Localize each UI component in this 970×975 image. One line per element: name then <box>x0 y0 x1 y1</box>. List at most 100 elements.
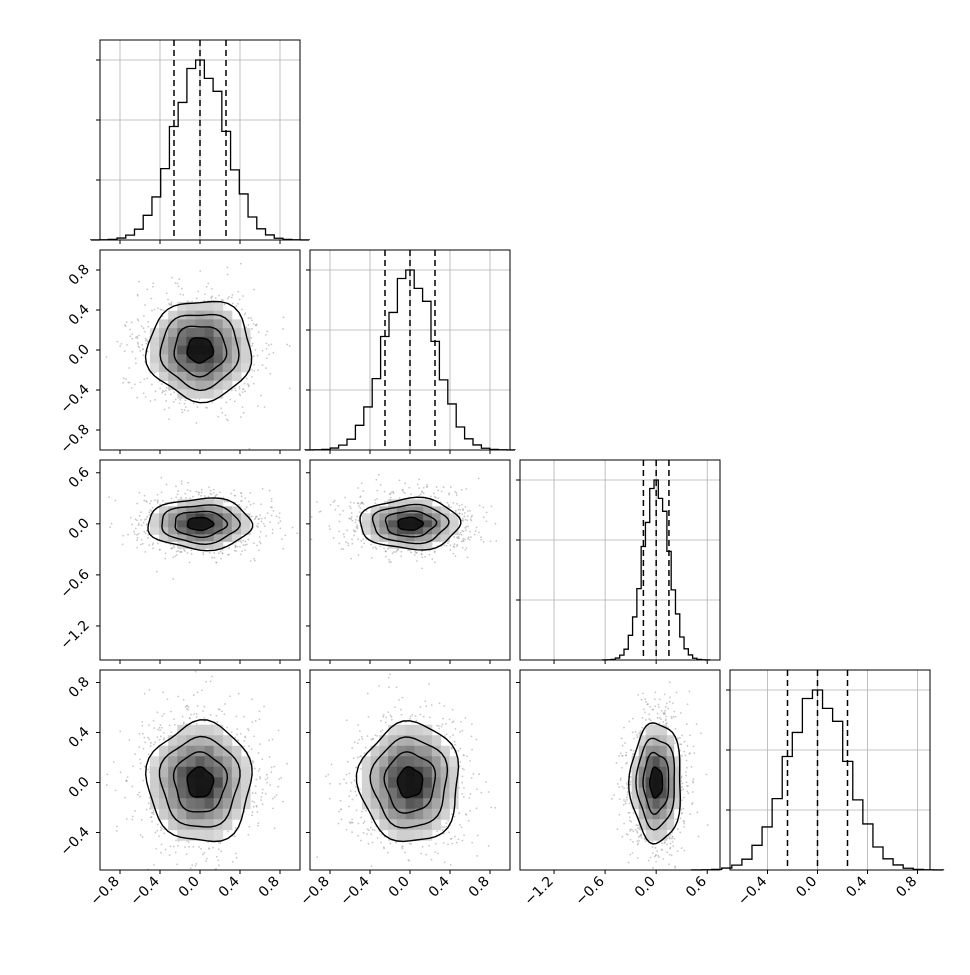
scatter-point <box>233 400 236 403</box>
scatter-point <box>244 390 246 393</box>
scatter-point <box>636 827 639 830</box>
scatter-point <box>618 786 620 788</box>
scatter-point <box>401 696 404 699</box>
scatter-point <box>273 827 276 830</box>
scatter-point <box>632 812 635 814</box>
density-cell <box>222 756 233 768</box>
scatter-point <box>177 285 180 288</box>
scatter-point <box>187 300 189 303</box>
scatter-point <box>166 698 169 701</box>
scatter-point <box>233 489 235 492</box>
density-cell <box>645 756 654 768</box>
density-cell <box>177 354 187 364</box>
scatter-point <box>137 319 140 322</box>
scatter-point <box>648 718 651 720</box>
scatter-point <box>136 318 139 321</box>
density-cell <box>222 363 233 373</box>
scatter-point <box>148 689 151 691</box>
scatter-point <box>252 382 255 385</box>
scatter-point <box>159 503 161 506</box>
density-cell <box>231 745 242 757</box>
scatter-point <box>450 813 453 816</box>
scatter-point <box>665 715 667 718</box>
scatter-point <box>134 527 137 530</box>
density-cell <box>423 541 433 549</box>
scatter-point <box>686 766 688 769</box>
scatter-point <box>351 798 354 801</box>
scatter-point <box>665 722 668 725</box>
scatter-point <box>654 698 656 701</box>
scatter-point <box>185 497 187 499</box>
density-cell <box>240 527 251 535</box>
scatter-point <box>676 828 679 831</box>
scatter-point <box>641 726 644 729</box>
density-cell <box>396 724 407 736</box>
density-cell <box>388 724 398 736</box>
scatter-point <box>453 536 456 538</box>
scatter-point <box>463 515 466 518</box>
scatter-point <box>263 525 266 527</box>
scatter-point <box>338 530 341 533</box>
scatter-point <box>664 710 666 712</box>
density-cell <box>213 328 224 338</box>
scatter-point <box>618 813 621 816</box>
density-cell <box>213 371 224 382</box>
contour-level-4 <box>144 719 253 843</box>
scatter-point <box>352 757 355 760</box>
scatter-point <box>647 859 650 862</box>
scatter-point <box>371 841 374 844</box>
scatter-point <box>629 830 632 832</box>
scatter-point <box>632 830 635 833</box>
scatter-point <box>123 350 126 353</box>
scatter-point <box>360 546 363 548</box>
density-cell <box>186 499 196 507</box>
panel-content <box>310 473 498 570</box>
scatter-point <box>671 835 674 838</box>
density-cell <box>405 756 415 768</box>
density-cell <box>405 819 415 831</box>
contour-level-4 <box>144 300 253 404</box>
scatter-point <box>164 557 167 560</box>
density-cell <box>666 819 675 831</box>
scatter-point <box>460 826 463 829</box>
density-cell <box>149 787 160 799</box>
density-cell <box>652 735 661 747</box>
scatter-point <box>208 486 210 489</box>
scatter-point <box>184 550 186 552</box>
scatter-point <box>169 393 172 396</box>
scatter-point <box>358 788 361 791</box>
scatter-point <box>632 749 635 752</box>
scatter-point <box>673 710 676 713</box>
scatter-point <box>328 797 331 800</box>
scatter-point <box>234 736 237 739</box>
scatter-point <box>233 494 236 497</box>
scatter-point <box>124 796 126 799</box>
scatter-point <box>148 796 151 799</box>
density-cell <box>440 745 450 757</box>
scatter-point <box>179 398 182 401</box>
scatter-point <box>356 524 359 527</box>
scatter-point <box>395 841 398 844</box>
scatter-point <box>672 716 675 718</box>
scatter-point <box>147 753 150 756</box>
scatter-point <box>465 487 468 490</box>
scatter-point <box>398 497 401 499</box>
scatter-point <box>131 337 134 340</box>
scatter-point <box>446 501 449 504</box>
density-cell <box>204 735 215 747</box>
scatter-point <box>669 833 672 836</box>
density-cell <box>449 513 459 521</box>
density-cell <box>659 787 668 799</box>
scatter-point <box>196 691 199 694</box>
scatter-point <box>163 712 165 715</box>
scatter-point <box>677 737 679 740</box>
scatter-point <box>256 544 258 547</box>
scatter-point <box>246 383 249 385</box>
density-cell <box>186 371 196 382</box>
scatter-point <box>442 717 445 720</box>
scatter-point <box>436 724 439 727</box>
scatter-point <box>337 505 340 507</box>
scatter-point <box>649 706 652 708</box>
scatter-point <box>263 406 266 408</box>
scatter-point <box>269 372 272 375</box>
